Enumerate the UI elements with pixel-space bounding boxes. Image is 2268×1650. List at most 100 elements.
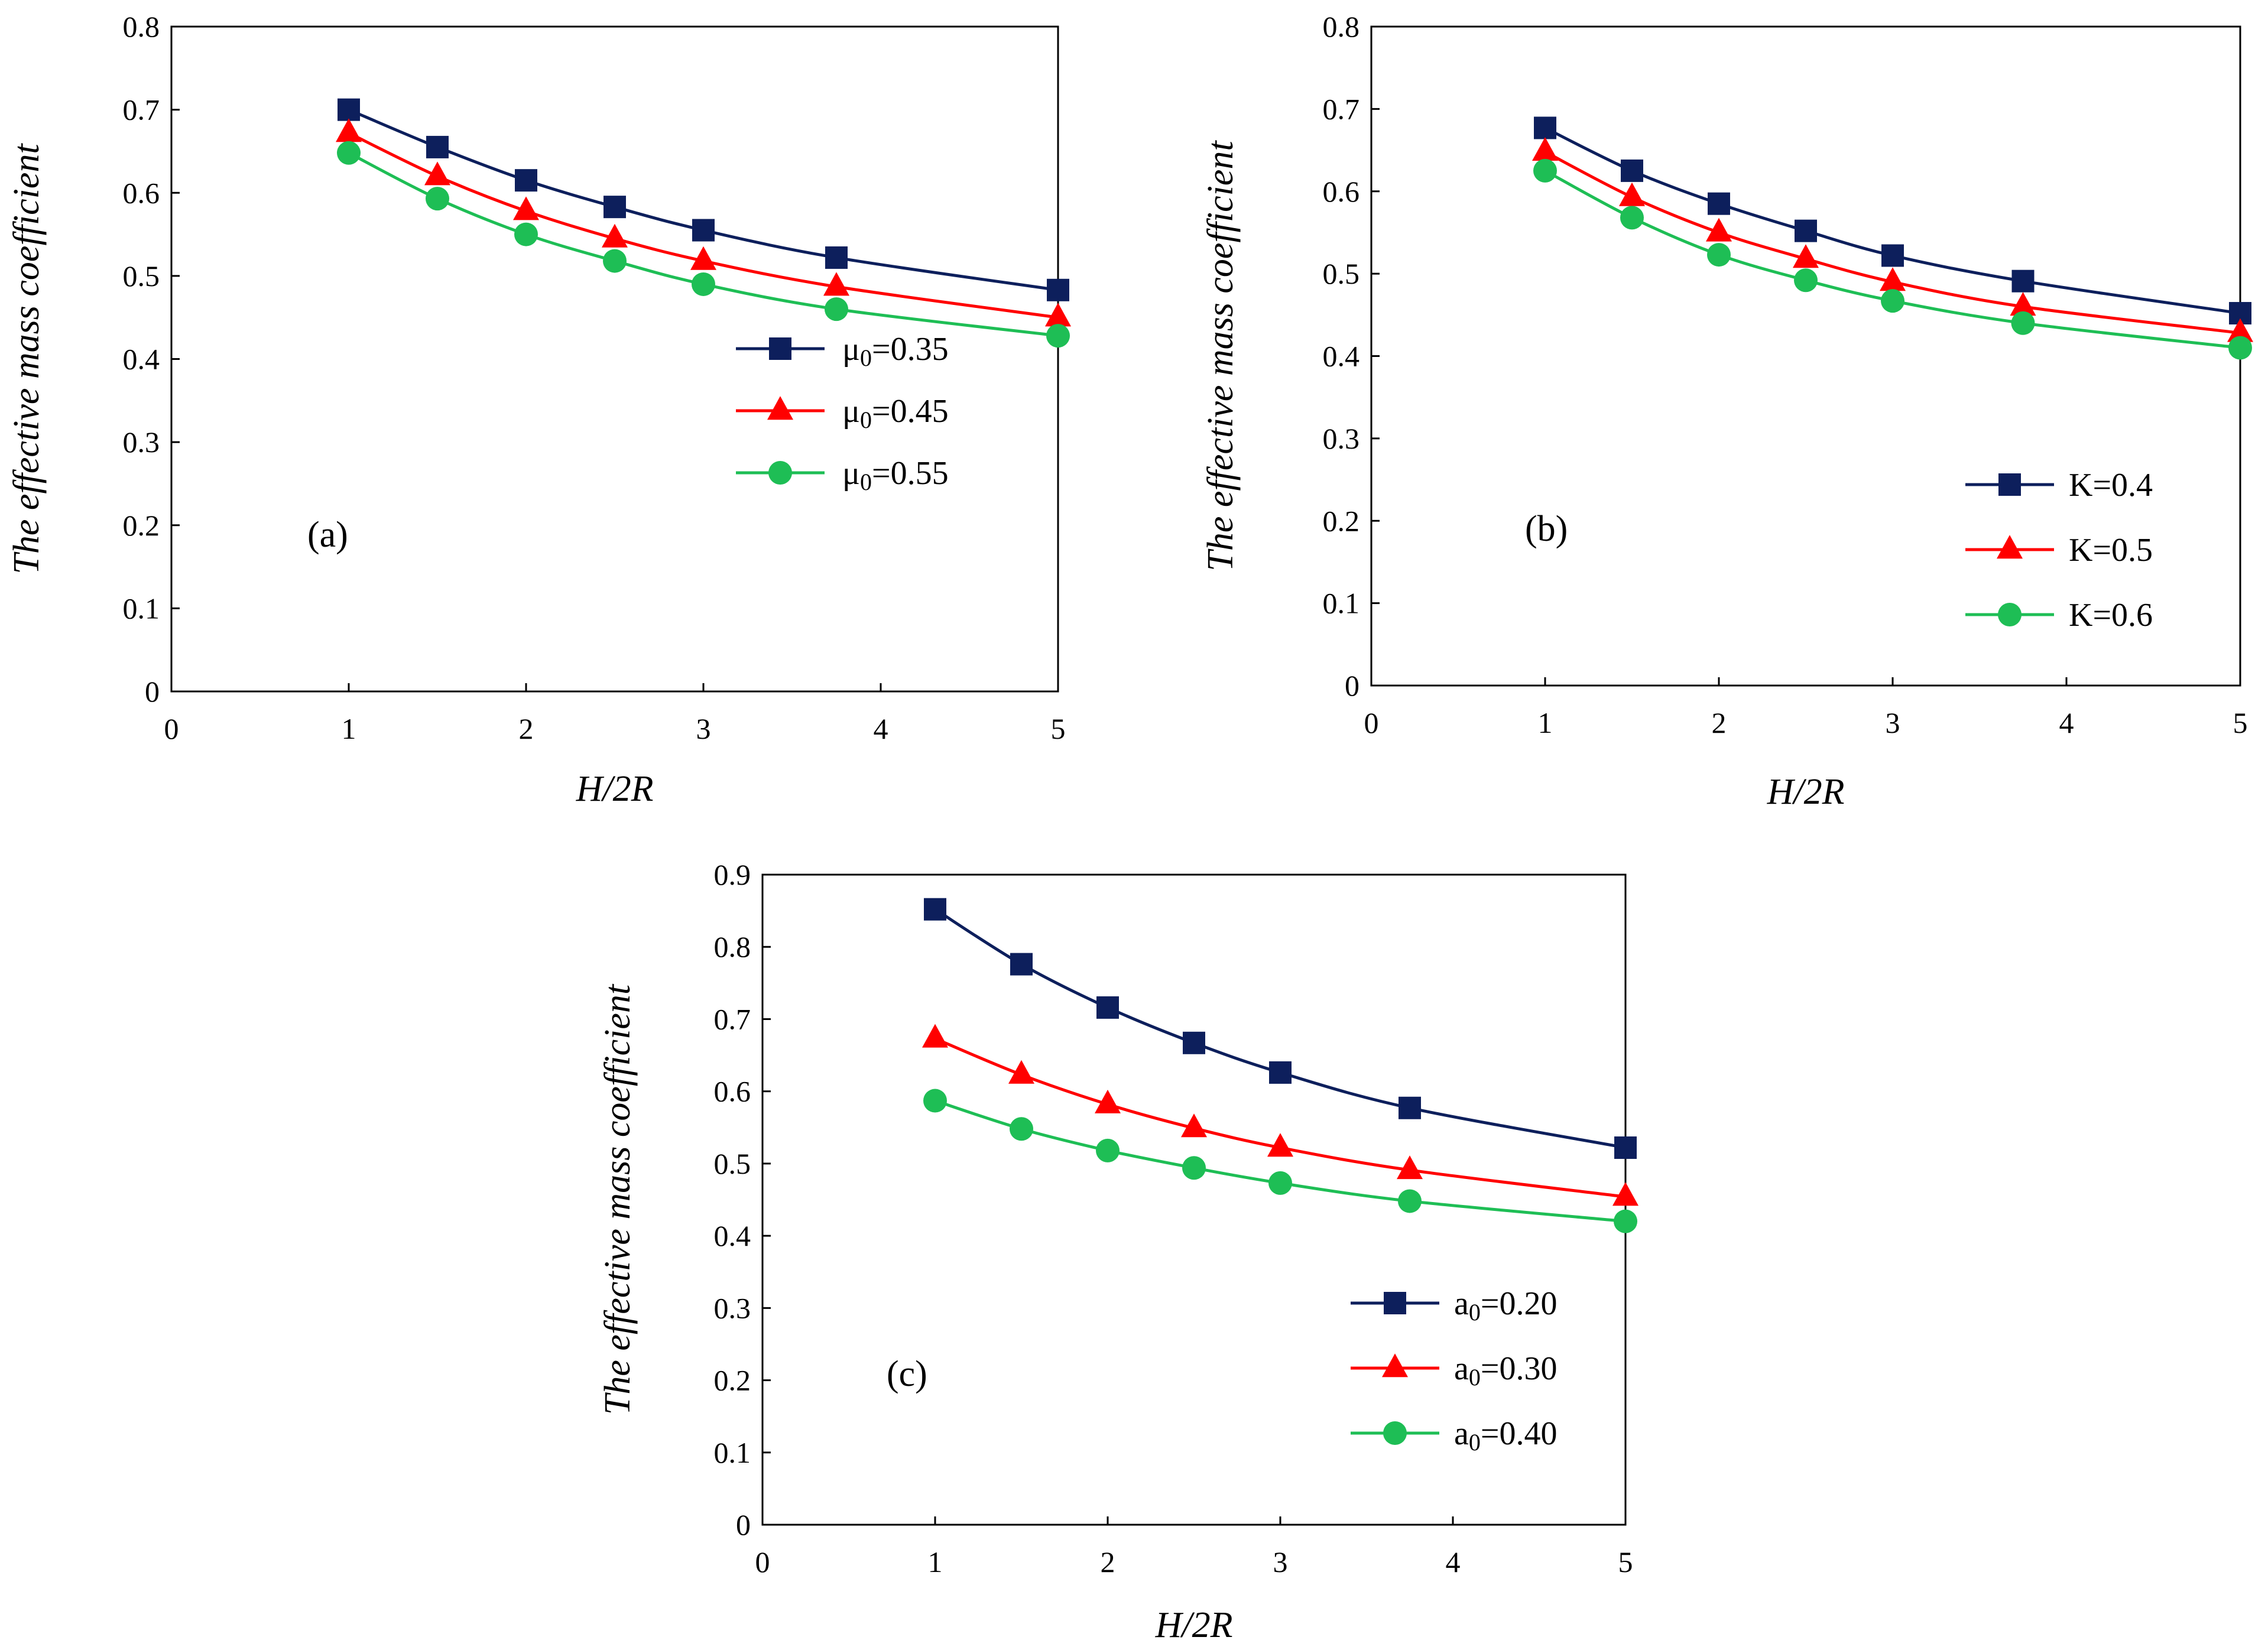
data-point — [1182, 1156, 1206, 1180]
x-axis-title: H/2R — [1155, 1605, 1233, 1645]
data-point — [692, 219, 715, 242]
data-point — [1010, 1117, 1033, 1141]
x-tick-label: 0 — [1364, 706, 1379, 739]
x-tick-label: 2 — [1101, 1545, 1115, 1578]
data-point — [1398, 1189, 1422, 1213]
legend-marker — [1998, 603, 2022, 626]
panel-label: (c) — [887, 1354, 927, 1394]
legend-entry: μ0=0.55 — [736, 455, 949, 495]
y-tick-label: 0.8 — [123, 10, 160, 43]
x-tick-label: 5 — [1618, 1545, 1633, 1578]
x-tick-label: 4 — [874, 712, 888, 745]
legend-label-main: μ — [842, 331, 860, 368]
data-point — [825, 297, 848, 321]
legend-label-main: a — [1454, 1415, 1469, 1452]
x-tick-label: 3 — [696, 712, 711, 745]
x-tick-label: 1 — [1538, 706, 1553, 739]
legend-label-sub: 0 — [1469, 1299, 1481, 1326]
plot-frame — [1370, 25, 2241, 687]
legend-label: μ0=0.55 — [842, 455, 949, 495]
legend-entry: μ0=0.45 — [736, 393, 949, 433]
data-point — [1620, 206, 1644, 230]
series-0 — [338, 98, 1069, 301]
x-tick-label: 2 — [1712, 706, 1727, 739]
legend-label-main: K — [2069, 532, 2092, 569]
x-tick-label: 5 — [1051, 712, 1066, 745]
y-tick-label: 0.1 — [714, 1436, 751, 1469]
series-1 — [336, 118, 1071, 327]
legend-label-main: a — [1454, 1350, 1469, 1387]
data-point — [602, 223, 628, 248]
legend-label-main: μ — [842, 455, 860, 492]
legend-marker — [768, 461, 792, 485]
data-point — [1046, 324, 1070, 348]
data-point — [1397, 1155, 1423, 1180]
data-point — [603, 196, 626, 219]
legend-label: a0=0.30 — [1454, 1350, 1557, 1391]
data-point — [1534, 116, 1556, 139]
legend-label-rest: =0.4 — [2092, 467, 2153, 504]
data-point — [692, 272, 715, 296]
series-line — [934, 908, 1626, 1149]
legend-label: μ0=0.35 — [842, 331, 949, 371]
y-tick-label: 0.3 — [714, 1291, 751, 1324]
legend-label-main: K — [2069, 467, 2092, 504]
data-point — [2228, 336, 2252, 360]
y-tick-label: 0.4 — [123, 343, 160, 376]
y-tick-label: 0 — [736, 1508, 751, 1541]
series-line — [348, 151, 1059, 337]
data-point — [426, 135, 449, 158]
legend-label: a0=0.20 — [1454, 1285, 1557, 1326]
x-tick-label: 0 — [164, 712, 179, 745]
series-line — [935, 1099, 1626, 1223]
legend-entry: K=0.4 — [1965, 467, 2153, 504]
data-point — [690, 246, 716, 270]
y-tick-label: 0.7 — [714, 1002, 751, 1035]
data-point — [924, 898, 946, 921]
legend-label-rest: =0.6 — [2092, 597, 2153, 634]
legend-entry: a0=0.20 — [1351, 1285, 1557, 1326]
data-point — [2010, 292, 2036, 316]
series-1 — [1532, 137, 2253, 342]
y-tick-label: 0.8 — [1323, 10, 1360, 43]
legend-entry: a0=0.30 — [1351, 1350, 1557, 1391]
data-point — [514, 222, 538, 246]
y-axis-title: The effective mass coefficient — [7, 143, 47, 574]
legend-label-rest: =0.30 — [1481, 1350, 1558, 1387]
data-point — [1793, 244, 1819, 268]
legend-label-rest: =0.20 — [1481, 1285, 1558, 1322]
y-tick-label: 0.5 — [1323, 257, 1360, 290]
y-tick-label: 0.6 — [714, 1075, 751, 1108]
legend-marker — [1997, 535, 2023, 559]
data-point — [1881, 244, 1904, 267]
data-point — [1533, 158, 1557, 183]
data-point — [1612, 1182, 1638, 1206]
y-tick-label: 0.6 — [123, 176, 160, 209]
x-tick-label: 3 — [1886, 706, 1900, 739]
panel-label: (b) — [1525, 509, 1568, 549]
data-point — [1096, 1138, 1120, 1162]
chart-panel-1: 0 0.1 0.2 0.3 0.4 0.5 0.6 0.7 0.8 0 1 2 3 4 5 H/2R The e… — [1200, 10, 2253, 812]
data-point — [1010, 953, 1033, 976]
data-point — [1268, 1171, 1292, 1195]
legend-entry: a0=0.40 — [1351, 1415, 1557, 1456]
data-point — [513, 196, 539, 220]
data-point — [823, 272, 849, 296]
data-point — [336, 118, 362, 142]
data-point — [1047, 278, 1069, 301]
y-tick-label: 0.1 — [1323, 587, 1360, 620]
y-tick-label: 0.9 — [714, 858, 751, 891]
series-2 — [923, 1089, 1637, 1233]
legend-label-sub: 0 — [1469, 1429, 1481, 1456]
data-point — [1880, 267, 1906, 291]
data-point — [1706, 217, 1732, 242]
data-point — [2227, 318, 2253, 342]
y-tick-label: 0 — [1345, 669, 1359, 702]
data-point — [424, 161, 450, 186]
data-point — [2011, 311, 2035, 335]
legend-label-rest: =0.45 — [872, 393, 949, 430]
y-tick-label: 0.4 — [714, 1219, 751, 1252]
legend-label: K=0.4 — [2069, 467, 2153, 504]
data-point — [1532, 137, 1558, 161]
